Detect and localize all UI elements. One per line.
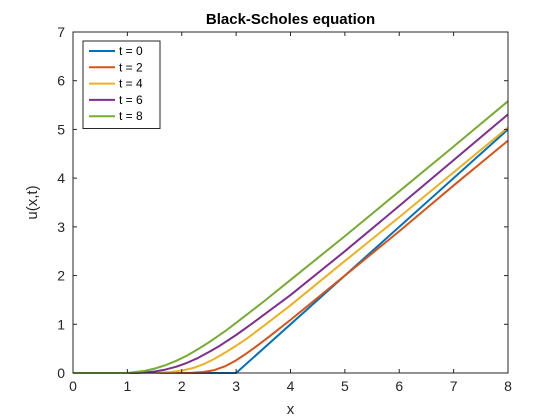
x-tick-label: 0 — [69, 378, 77, 394]
legend-label-3: t = 6 — [119, 93, 143, 107]
y-tick-label: 4 — [57, 170, 65, 186]
x-tick-label: 4 — [287, 378, 295, 394]
x-tick-label: 5 — [341, 378, 349, 394]
y-tick-label: 3 — [57, 219, 65, 235]
x-tick-label: 7 — [450, 378, 458, 394]
series-line-3 — [73, 113, 509, 374]
legend-label-0: t = 0 — [119, 44, 143, 58]
legend-label-2: t = 4 — [119, 77, 143, 91]
series-line-2 — [73, 126, 509, 374]
x-axis: 0 1 2 3 4 5 6 7 8 — [69, 32, 512, 394]
y-tick-label: 6 — [57, 73, 65, 89]
y-tick-label: 0 — [57, 365, 65, 381]
legend: t = 0 t = 2 t = 4 t = 6 t = 8 — [82, 40, 161, 129]
x-axis-label: x — [287, 401, 295, 418]
y-tick-label: 7 — [57, 24, 65, 40]
x-tick-label: 1 — [123, 378, 131, 394]
x-tick-label: 3 — [232, 378, 240, 394]
y-axis: 0 1 2 3 4 5 6 7 — [57, 24, 508, 381]
legend-label-4: t = 8 — [119, 109, 143, 123]
chart-title: Black-Scholes equation — [206, 11, 375, 28]
x-tick-label: 2 — [178, 378, 186, 394]
legend-box — [82, 40, 161, 129]
x-tick-label: 8 — [504, 378, 512, 394]
y-tick-label: 2 — [57, 268, 65, 284]
series-line-4 — [73, 100, 509, 374]
y-tick-label: 1 — [57, 316, 65, 332]
legend-label-1: t = 2 — [119, 60, 143, 74]
y-tick-label: 5 — [57, 121, 65, 137]
x-tick-label: 6 — [395, 378, 403, 394]
y-axis-label: u(x,t) — [24, 185, 41, 219]
